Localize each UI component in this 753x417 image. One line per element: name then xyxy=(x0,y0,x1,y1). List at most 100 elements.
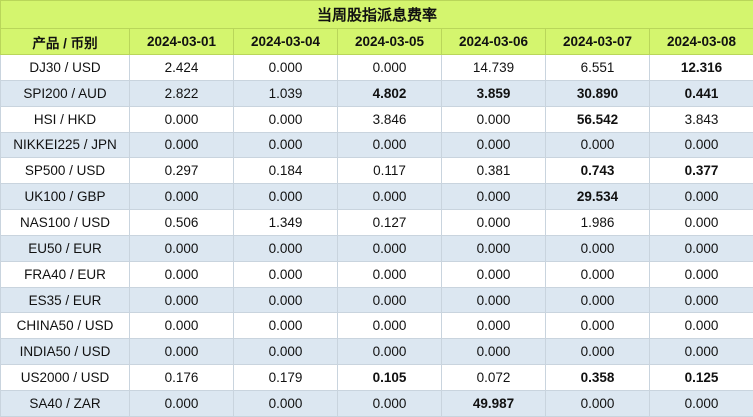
rate-cell: 0.000 xyxy=(545,234,650,262)
rate-cell: 0.000 xyxy=(233,131,338,159)
rate-cell: 0.000 xyxy=(337,389,442,417)
rate-cell: 0.000 xyxy=(441,260,546,288)
rate-cell: 0.000 xyxy=(441,286,546,314)
column-header-product: 产品 / 币别 xyxy=(0,28,130,55)
rate-cell: 49.987 xyxy=(441,389,546,417)
rate-cell: 0.000 xyxy=(545,286,650,314)
rate-cell: 3.843 xyxy=(648,105,753,133)
table-row: SA40 / ZAR 0.000 0.000 0.000 49.987 0.000 0.00… xyxy=(0,389,753,417)
rate-cell: 0.000 xyxy=(648,338,753,366)
rate-cell: 1.039 xyxy=(233,79,338,107)
rate-cell: 14.739 xyxy=(441,54,546,81)
table-row: INDIA50 / USD 0.000 0.000 0.000 0.000 0.000 0.… xyxy=(0,338,753,366)
rate-cell: 0.000 xyxy=(337,131,442,159)
rate-cell: 0.000 xyxy=(545,338,650,366)
rate-cell: 0.000 xyxy=(545,131,650,159)
table-row: UK100 / GBP 0.000 0.000 0.000 0.000 29.534 0.0… xyxy=(0,183,753,211)
rate-cell: 0.000 xyxy=(337,234,442,262)
rate-cell: 2.822 xyxy=(129,79,234,107)
rate-cell: 0.506 xyxy=(129,209,234,236)
rate-cell: 0.000 xyxy=(441,234,546,262)
rate-cell: 0.000 xyxy=(648,260,753,288)
rate-cell: 30.890 xyxy=(545,79,650,107)
rate-cell: 0.000 xyxy=(648,286,753,314)
rate-cell: 0.000 xyxy=(129,131,234,159)
rate-cell: 0.000 xyxy=(129,312,234,340)
rate-cell: 0.000 xyxy=(129,105,234,133)
table-row: SP500 / USD 0.297 0.184 0.117 0.381 0.743 0.37… xyxy=(0,157,753,185)
product-cell: SA40 / ZAR xyxy=(0,389,130,417)
product-cell: DJ30 / USD xyxy=(0,54,130,81)
column-header-date: 2024-03-06 xyxy=(441,28,546,55)
rate-cell: 0.000 xyxy=(129,389,234,417)
rate-cell: 56.542 xyxy=(545,105,650,133)
rate-cell: 0.000 xyxy=(337,286,442,314)
product-cell: NIKKEI225 / JPN xyxy=(0,131,130,159)
table-row: ES35 / EUR 0.000 0.000 0.000 0.000 0.000 0.000 xyxy=(0,286,753,314)
rate-cell: 0.000 xyxy=(233,234,338,262)
rate-cell: 1.349 xyxy=(233,209,338,236)
rate-cell: 0.358 xyxy=(545,364,650,391)
product-cell: INDIA50 / USD xyxy=(0,338,130,366)
rate-cell: 2.424 xyxy=(129,54,234,81)
table-title: 当周股指派息费率 xyxy=(0,0,753,29)
rate-cell: 0.000 xyxy=(441,338,546,366)
rate-cell: 0.000 xyxy=(648,209,753,236)
product-cell: EU50 / EUR xyxy=(0,234,130,262)
product-cell: CHINA50 / USD xyxy=(0,312,130,340)
rate-cell: 0.176 xyxy=(129,364,234,391)
product-cell: NAS100 / USD xyxy=(0,209,130,236)
product-cell: ES35 / EUR xyxy=(0,286,130,314)
rate-cell: 0.000 xyxy=(441,209,546,236)
rate-cell: 0.000 xyxy=(337,260,442,288)
rate-cell: 0.000 xyxy=(441,183,546,211)
rate-cell: 3.846 xyxy=(337,105,442,133)
column-header-date: 2024-03-01 xyxy=(129,28,234,55)
rate-cell: 0.127 xyxy=(337,209,442,236)
product-cell: SPI200 / AUD xyxy=(0,79,130,107)
rate-cell: 0.000 xyxy=(233,105,338,133)
table-body: DJ30 / USD 2.424 0.000 0.000 14.739 6.551 12.3… xyxy=(0,54,753,417)
rate-cell: 0.377 xyxy=(648,157,753,185)
rate-cell: 3.859 xyxy=(441,79,546,107)
rate-cell: 0.000 xyxy=(233,312,338,340)
rate-cell: 0.000 xyxy=(648,312,753,340)
product-cell: UK100 / GBP xyxy=(0,183,130,211)
column-header-date: 2024-03-07 xyxy=(545,28,650,55)
table-row: US2000 / USD 0.176 0.179 0.105 0.072 0.358 0.1… xyxy=(0,364,753,391)
rate-cell: 29.534 xyxy=(545,183,650,211)
rate-cell: 0.000 xyxy=(545,312,650,340)
table-row: FRA40 / EUR 0.000 0.000 0.000 0.000 0.000 0.00… xyxy=(0,260,753,288)
rate-cell: 0.000 xyxy=(648,389,753,417)
rate-cell: 0.000 xyxy=(337,338,442,366)
rate-cell: 0.000 xyxy=(233,286,338,314)
rate-cell: 0.105 xyxy=(337,364,442,391)
rate-cell: 12.316 xyxy=(648,54,753,81)
rate-cell: 0.000 xyxy=(129,234,234,262)
rate-cell: 0.000 xyxy=(441,105,546,133)
product-cell: FRA40 / EUR xyxy=(0,260,130,288)
table-row: SPI200 / AUD 2.822 1.039 4.802 3.859 30.890 0.… xyxy=(0,79,753,107)
rate-cell: 0.000 xyxy=(129,183,234,211)
column-header-date: 2024-03-05 xyxy=(337,28,442,55)
rate-cell: 0.184 xyxy=(233,157,338,185)
table-title-row: 当周股指派息费率 xyxy=(0,0,753,29)
rate-cell: 4.802 xyxy=(337,79,442,107)
rate-cell: 0.441 xyxy=(648,79,753,107)
rate-cell: 0.000 xyxy=(648,234,753,262)
rate-cell: 0.000 xyxy=(337,183,442,211)
rate-cell: 0.000 xyxy=(129,260,234,288)
rate-cell: 0.000 xyxy=(129,286,234,314)
table-row: CHINA50 / USD 0.000 0.000 0.000 0.000 0.000 0.… xyxy=(0,312,753,340)
rate-cell: 0.381 xyxy=(441,157,546,185)
table-row: NIKKEI225 / JPN 0.000 0.000 0.000 0.000 0.000… xyxy=(0,131,753,159)
rate-cell: 0.072 xyxy=(441,364,546,391)
rate-cell: 0.000 xyxy=(545,389,650,417)
column-header-date: 2024-03-04 xyxy=(233,28,338,55)
rate-cell: 0.000 xyxy=(545,260,650,288)
table-row: NAS100 / USD 0.506 1.349 0.127 0.000 1.986 0.0… xyxy=(0,209,753,236)
product-cell: US2000 / USD xyxy=(0,364,130,391)
rate-cell: 0.000 xyxy=(648,131,753,159)
